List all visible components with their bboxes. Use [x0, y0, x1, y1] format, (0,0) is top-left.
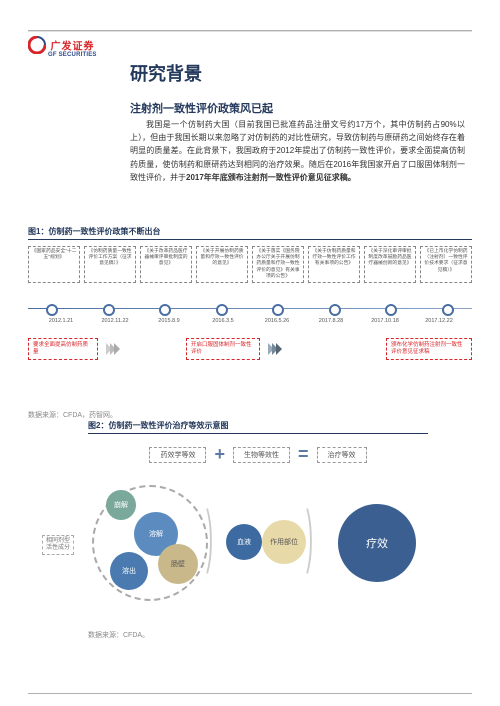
timeline-dates: 2012.1.21 2012.11.22 2015.8.9 2016.3.5 2…: [28, 318, 472, 324]
tl-box: 《关于开展仿制药质量和疗效一致性评价的意见》: [196, 246, 248, 283]
eq-term-a: 药效学等效: [149, 447, 206, 463]
tl-box: 《关于改革药品医疗器械审评审批制度的意见》: [140, 246, 192, 283]
annot-3: 颁布化学仿制药注射剂一致性评价意见征求稿: [386, 338, 472, 360]
eq-term-c: 治疗等效: [317, 447, 367, 463]
tl-box: 《国家药品安全"十二五"规划》: [28, 246, 80, 283]
fig2-source: 数据来源：CFDA。: [88, 630, 428, 640]
plus-icon: +: [214, 444, 225, 465]
brace-right: ): [306, 495, 313, 575]
section-subtitle: 注射剂一致性评价政策风已起: [130, 100, 273, 116]
circle-c5: 血液: [226, 524, 262, 560]
circle-c3: 溶出: [110, 552, 148, 590]
logo-text-cn: 广发证券: [50, 42, 94, 53]
tl-box: 《仿制药质量一致性评价工作方案（征求意见稿）》: [84, 246, 136, 283]
circle-c7: 疗效: [338, 504, 416, 582]
timeline-boxes: 《国家药品安全"十二五"规划》 《仿制药质量一致性评价工作方案（征求意见稿）》 …: [28, 246, 472, 283]
fig1-title: 图1：仿制药一致性评价政策不断出台: [28, 226, 472, 237]
fig2-title: 图2：仿制药一致性评价治疗等效示意图: [88, 420, 428, 431]
para-bold: 2017年年底颁布注射剂一致性评价意见征求稿。: [186, 173, 356, 182]
annot-1: 要求全面提高仿制药质量: [28, 338, 98, 360]
page-title: 研究背景: [130, 60, 202, 86]
figure-2: 图2：仿制药一致性评价治疗等效示意图 药效学等效 + 生物等效性 = 治疗等效 …: [88, 420, 428, 640]
circle-c6: 作用部位: [262, 520, 306, 564]
equation-row: 药效学等效 + 生物等效性 = 治疗等效: [88, 444, 428, 465]
figure-1: 图1：仿制药一致性评价政策不断出台 《国家药品安全"十二五"规划》 《仿制药质量…: [28, 226, 472, 420]
tl-box: 《已上市化学仿制药（注射剂）一致性评价技术要求（征求意见稿）》: [420, 246, 472, 283]
circle-c1: 崩解: [106, 490, 136, 520]
chevron-icon: [268, 343, 280, 355]
eq-term-b: 生物等效性: [233, 447, 290, 463]
circle-c4: 肠壁: [158, 544, 198, 584]
tl-box: 《关于深化审评审批制度改革鼓励药品医疗器械创新的意见》: [364, 246, 416, 283]
body-paragraph: 我国是一个仿制药大国（目前我国已批准药品注册文号约17万个，其中仿制药占90%以…: [130, 118, 465, 184]
chevron-icon: [106, 343, 118, 355]
same-label: 相同剂型活性成分: [42, 535, 74, 555]
timeline-dots: [28, 304, 472, 316]
logo: 广发证券 GF SECURITIES: [28, 36, 97, 58]
annot-2: 开启口服固体制剂一致性评价: [186, 338, 260, 360]
timeline-annotations: 要求全面提高仿制药质量 开启口服固体制剂一致性评价 颁布化学仿制药注射剂一致性评…: [28, 338, 472, 360]
logo-text-en: GF SECURITIES: [48, 52, 97, 58]
tl-box: 《关于落实《国务院办公厅关于开展仿制药质量和疗效一致性评价的意见》有关事项的公告…: [252, 246, 304, 283]
equals-icon: =: [298, 444, 309, 465]
brace-left: ): [206, 495, 213, 575]
tl-box: 《关于仿制药质量和疗效一致性评价工作有关事项的公告》: [308, 246, 360, 283]
fig1-source: 数据来源：CFDA，药智网。: [28, 410, 472, 420]
